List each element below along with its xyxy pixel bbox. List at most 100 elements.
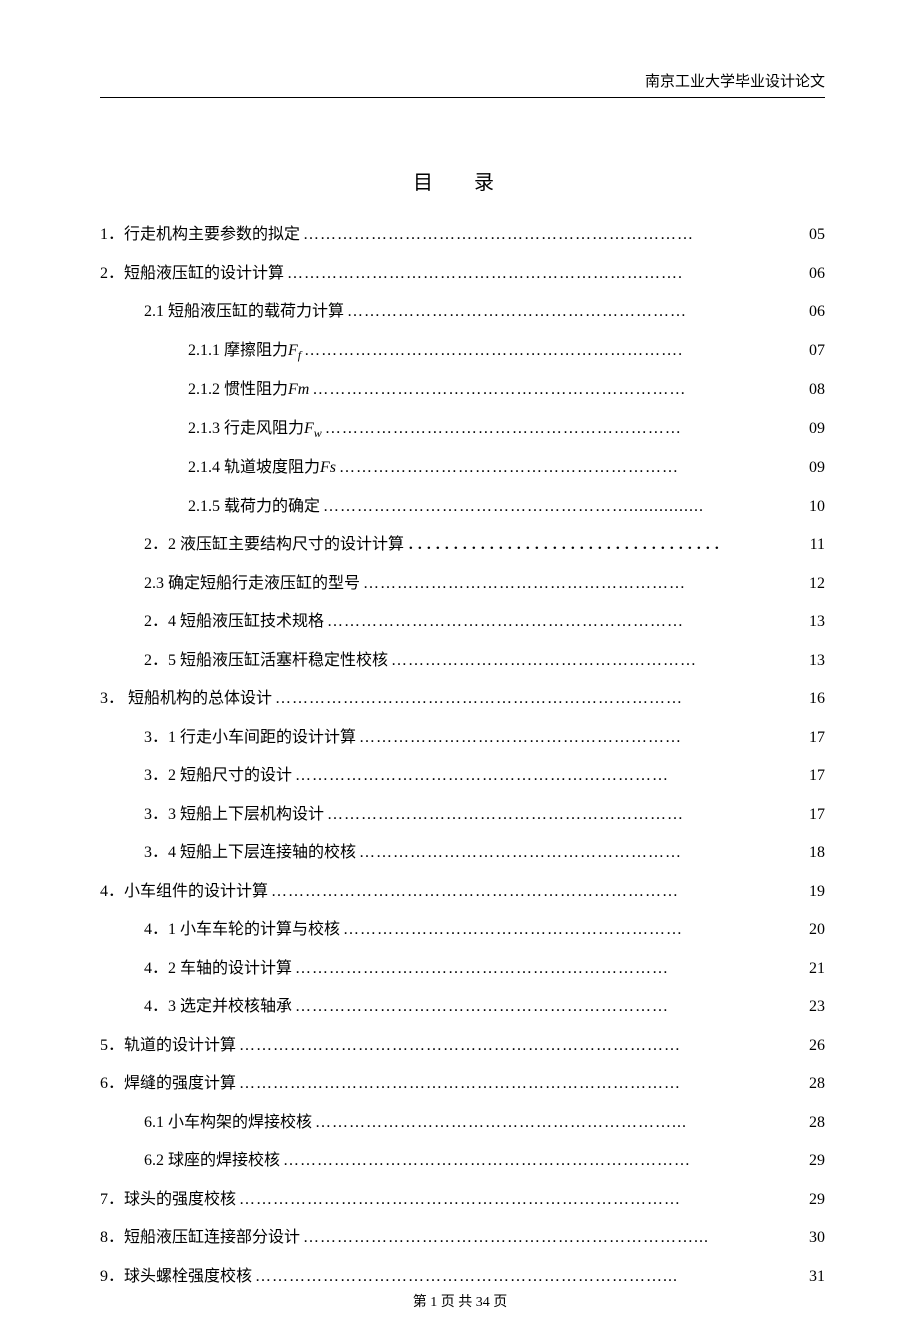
toc-entry-page: 19 (809, 880, 825, 904)
toc-entry: 3． 短船机构的总体设计 ………………………………………………………………16 (100, 687, 825, 711)
toc-entry-leader: ……………………………………………………………… (283, 1149, 806, 1173)
toc-entry-leader: ………………………………………………………… (295, 957, 806, 981)
toc-entry-label: 2.1 短船液压缸的载荷力计算 (144, 300, 344, 324)
toc-entry: 2．5 短船液压缸活塞杆稳定性校核 ………………………………………………13 (100, 649, 825, 673)
toc-entry-leader: ……………………………………………………………… (275, 687, 806, 711)
header-divider (100, 97, 825, 98)
toc-entry: 3．1 行走小车间距的设计计算 …………………………………………………17 (100, 726, 825, 750)
toc-entry-label: 4．2 车轴的设计计算 (144, 957, 292, 981)
toc-entry-leader: …………………………………………………………………… (239, 1188, 806, 1212)
toc-entry-leader: …………………………………………………………. (304, 339, 806, 363)
toc-entry: 4．3 选定并校核轴承 …………………………………………………………23 (100, 995, 825, 1019)
toc-entry-leader: ………………………………………………… (359, 726, 806, 750)
toc-entry-label: 6.2 球座的焊接校核 (144, 1149, 280, 1173)
toc-entry-leader: …………………………………………………… (343, 918, 806, 942)
toc-entry: 2.1 短船液压缸的载荷力计算……………………………………………………06 (100, 300, 825, 324)
toc-entry: 8．短船液压缸连接部分设计 ……………………………………………………………...… (100, 1226, 825, 1250)
toc-entry-label: 7．球头的强度校核 (100, 1188, 236, 1212)
toc-entry-page: 16 (809, 687, 825, 711)
toc-entry-label: 8．短船液压缸连接部分设计 (100, 1226, 300, 1250)
toc-entry-page: 29 (809, 1188, 825, 1212)
toc-entry-leader: ……………………………………………………… (325, 417, 806, 441)
toc-entry-page: 13 (809, 610, 825, 634)
toc-entry-page: 07 (809, 339, 825, 363)
header-institution: 南京工业大学毕业设计论文 (100, 70, 825, 97)
toc-entry-page: 17 (809, 764, 825, 788)
toc-entry: 4．1 小车车轮的计算与校核 ……………………………………………………20 (100, 918, 825, 942)
toc-title: 目 录 (100, 166, 825, 195)
toc-entry-page: 09 (809, 456, 825, 480)
document-page: 南京工业大学毕业设计论文 目 录 1．行走机构主要参数的拟定…………………………… (0, 0, 920, 1343)
toc-entry: 2.1.2 惯性阻力Fm …………………………………………………………08 (100, 378, 825, 402)
toc-entry-leader: ………………………………………………............... (323, 495, 806, 519)
toc-entry: 3．4 短船上下层连接轴的校核 …………………………………………………18 (100, 841, 825, 865)
toc-entry: 6．焊缝的强度计算 ……………………………………………………………………28 (100, 1072, 825, 1096)
toc-entry: 4．小车组件的设计计算 ………………………………………………………………19 (100, 880, 825, 904)
toc-entry-page: 23 (809, 995, 825, 1019)
toc-list: 1．行走机构主要参数的拟定……………………………………………………………05 2．… (100, 223, 825, 1289)
toc-entry-page: 20 (809, 918, 825, 942)
toc-entry-leader: …………………………………………………………………… (239, 1072, 806, 1096)
toc-entry-leader: ……………………………………………………………... (303, 1226, 806, 1250)
toc-entry-leader: ．．．．．．．．．．．．．．．．．．．．．．．．．．．．．．．．．．． (407, 533, 807, 557)
toc-entry-page: 05 (809, 223, 825, 247)
toc-entry-label: 2.1.2 惯性阻力Fm (188, 378, 309, 402)
toc-entry-label: 4．1 小车车轮的计算与校核 (144, 918, 340, 942)
toc-entry-label: 3．1 行走小车间距的设计计算 (144, 726, 356, 750)
toc-entry-leader: ……………………………………………………………. (287, 262, 806, 286)
toc-entry-page: 06 (809, 300, 825, 324)
toc-entry-label: 5．轨道的设计计算 (100, 1034, 236, 1058)
toc-entry-label: 9．球头螺栓强度校核 (100, 1265, 252, 1289)
toc-entry-leader: ……………………………………………………… (327, 803, 806, 827)
toc-entry-label: 4．小车组件的设计计算 (100, 880, 268, 904)
toc-entry-page: 17 (809, 726, 825, 750)
toc-entry-page: 30 (809, 1226, 825, 1250)
toc-entry-page: 17 (809, 803, 825, 827)
toc-entry-page: 12 (809, 572, 825, 596)
toc-entry: 2．短船液压缸的设计计算…………………………………………………………….06 (100, 262, 825, 286)
toc-entry-label: 3． 短船机构的总体设计 (100, 687, 272, 711)
toc-entry-page: 11 (810, 533, 825, 557)
toc-entry-leader: …………………………………………………………………… (239, 1034, 806, 1058)
toc-entry-label: 3．2 短船尺寸的设计 (144, 764, 292, 788)
toc-entry-page: 29 (809, 1149, 825, 1173)
toc-entry-page: 28 (809, 1072, 825, 1096)
toc-entry-label: 1．行走机构主要参数的拟定 (100, 223, 300, 247)
toc-entry-label: 6.1 小车构架的焊接校核 (144, 1111, 312, 1135)
toc-entry: 6.2 球座的焊接校核 ………………………………………………………………29 (100, 1149, 825, 1173)
toc-entry-leader: ………………………………………………………... (315, 1111, 806, 1135)
toc-entry-leader: ………………………………………………………… (295, 995, 806, 1019)
toc-entry-page: 31 (809, 1265, 825, 1289)
toc-entry: 2．2 液压缸主要结构尺寸的设计计算 ．．．．．．．．．．．．．．．．．．．．．… (100, 533, 825, 557)
toc-entry-page: 08 (809, 378, 825, 402)
toc-entry-leader: ……………………………………………………………… (271, 880, 806, 904)
toc-entry-leader: ………………………………………………… (363, 572, 806, 596)
toc-entry-label: 3．4 短船上下层连接轴的校核 (144, 841, 356, 865)
toc-entry-page: 10 (809, 495, 825, 519)
toc-entry: 1．行走机构主要参数的拟定……………………………………………………………05 (100, 223, 825, 247)
toc-entry-label: 2.1.1 摩擦阻力Ff (188, 339, 301, 364)
toc-entry: 2.1.1 摩擦阻力Ff………………………………………………………….07 (100, 339, 825, 364)
toc-entry: 3．2 短船尺寸的设计 …………………………………………………………17 (100, 764, 825, 788)
toc-entry-label: 2．4 短船液压缸技术规格 (144, 610, 324, 634)
toc-entry: 5．轨道的设计计算 ……………………………………………………………………26 (100, 1034, 825, 1058)
toc-entry-leader: ……………………………………………………… (327, 610, 806, 634)
toc-entry: 6.1 小车构架的焊接校核 ………………………………………………………...28 (100, 1111, 825, 1135)
toc-entry: 7．球头的强度校核 ……………………………………………………………………29 (100, 1188, 825, 1212)
toc-entry-page: 28 (809, 1111, 825, 1135)
toc-entry-leader: ………………………………………………………… (295, 764, 806, 788)
toc-entry-label: 2．2 液压缸主要结构尺寸的设计计算 (144, 533, 404, 557)
toc-entry: 2.1.5 载荷力的确定 ……………………………………………….........… (100, 495, 825, 519)
toc-entry-page: 21 (809, 957, 825, 981)
toc-entry: 2.3 确定短船行走液压缸的型号 …………………………………………………12 (100, 572, 825, 596)
toc-entry-page: 18 (809, 841, 825, 865)
toc-entry-label: 3．3 短船上下层机构设计 (144, 803, 324, 827)
toc-entry-leader: ………………………………………………………………... (255, 1265, 806, 1289)
toc-entry-leader: ………………………………………………………… (312, 378, 806, 402)
toc-entry-leader: ………………………………………………… (359, 841, 806, 865)
toc-entry-leader: …………………………………………………… (347, 300, 806, 324)
toc-entry-label: 2.1.4 轨道坡度阻力Fs (188, 456, 336, 480)
toc-entry-page: 26 (809, 1034, 825, 1058)
toc-entry-label: 2．5 短船液压缸活塞杆稳定性校核 (144, 649, 388, 673)
toc-entry-label: 4．3 选定并校核轴承 (144, 995, 292, 1019)
